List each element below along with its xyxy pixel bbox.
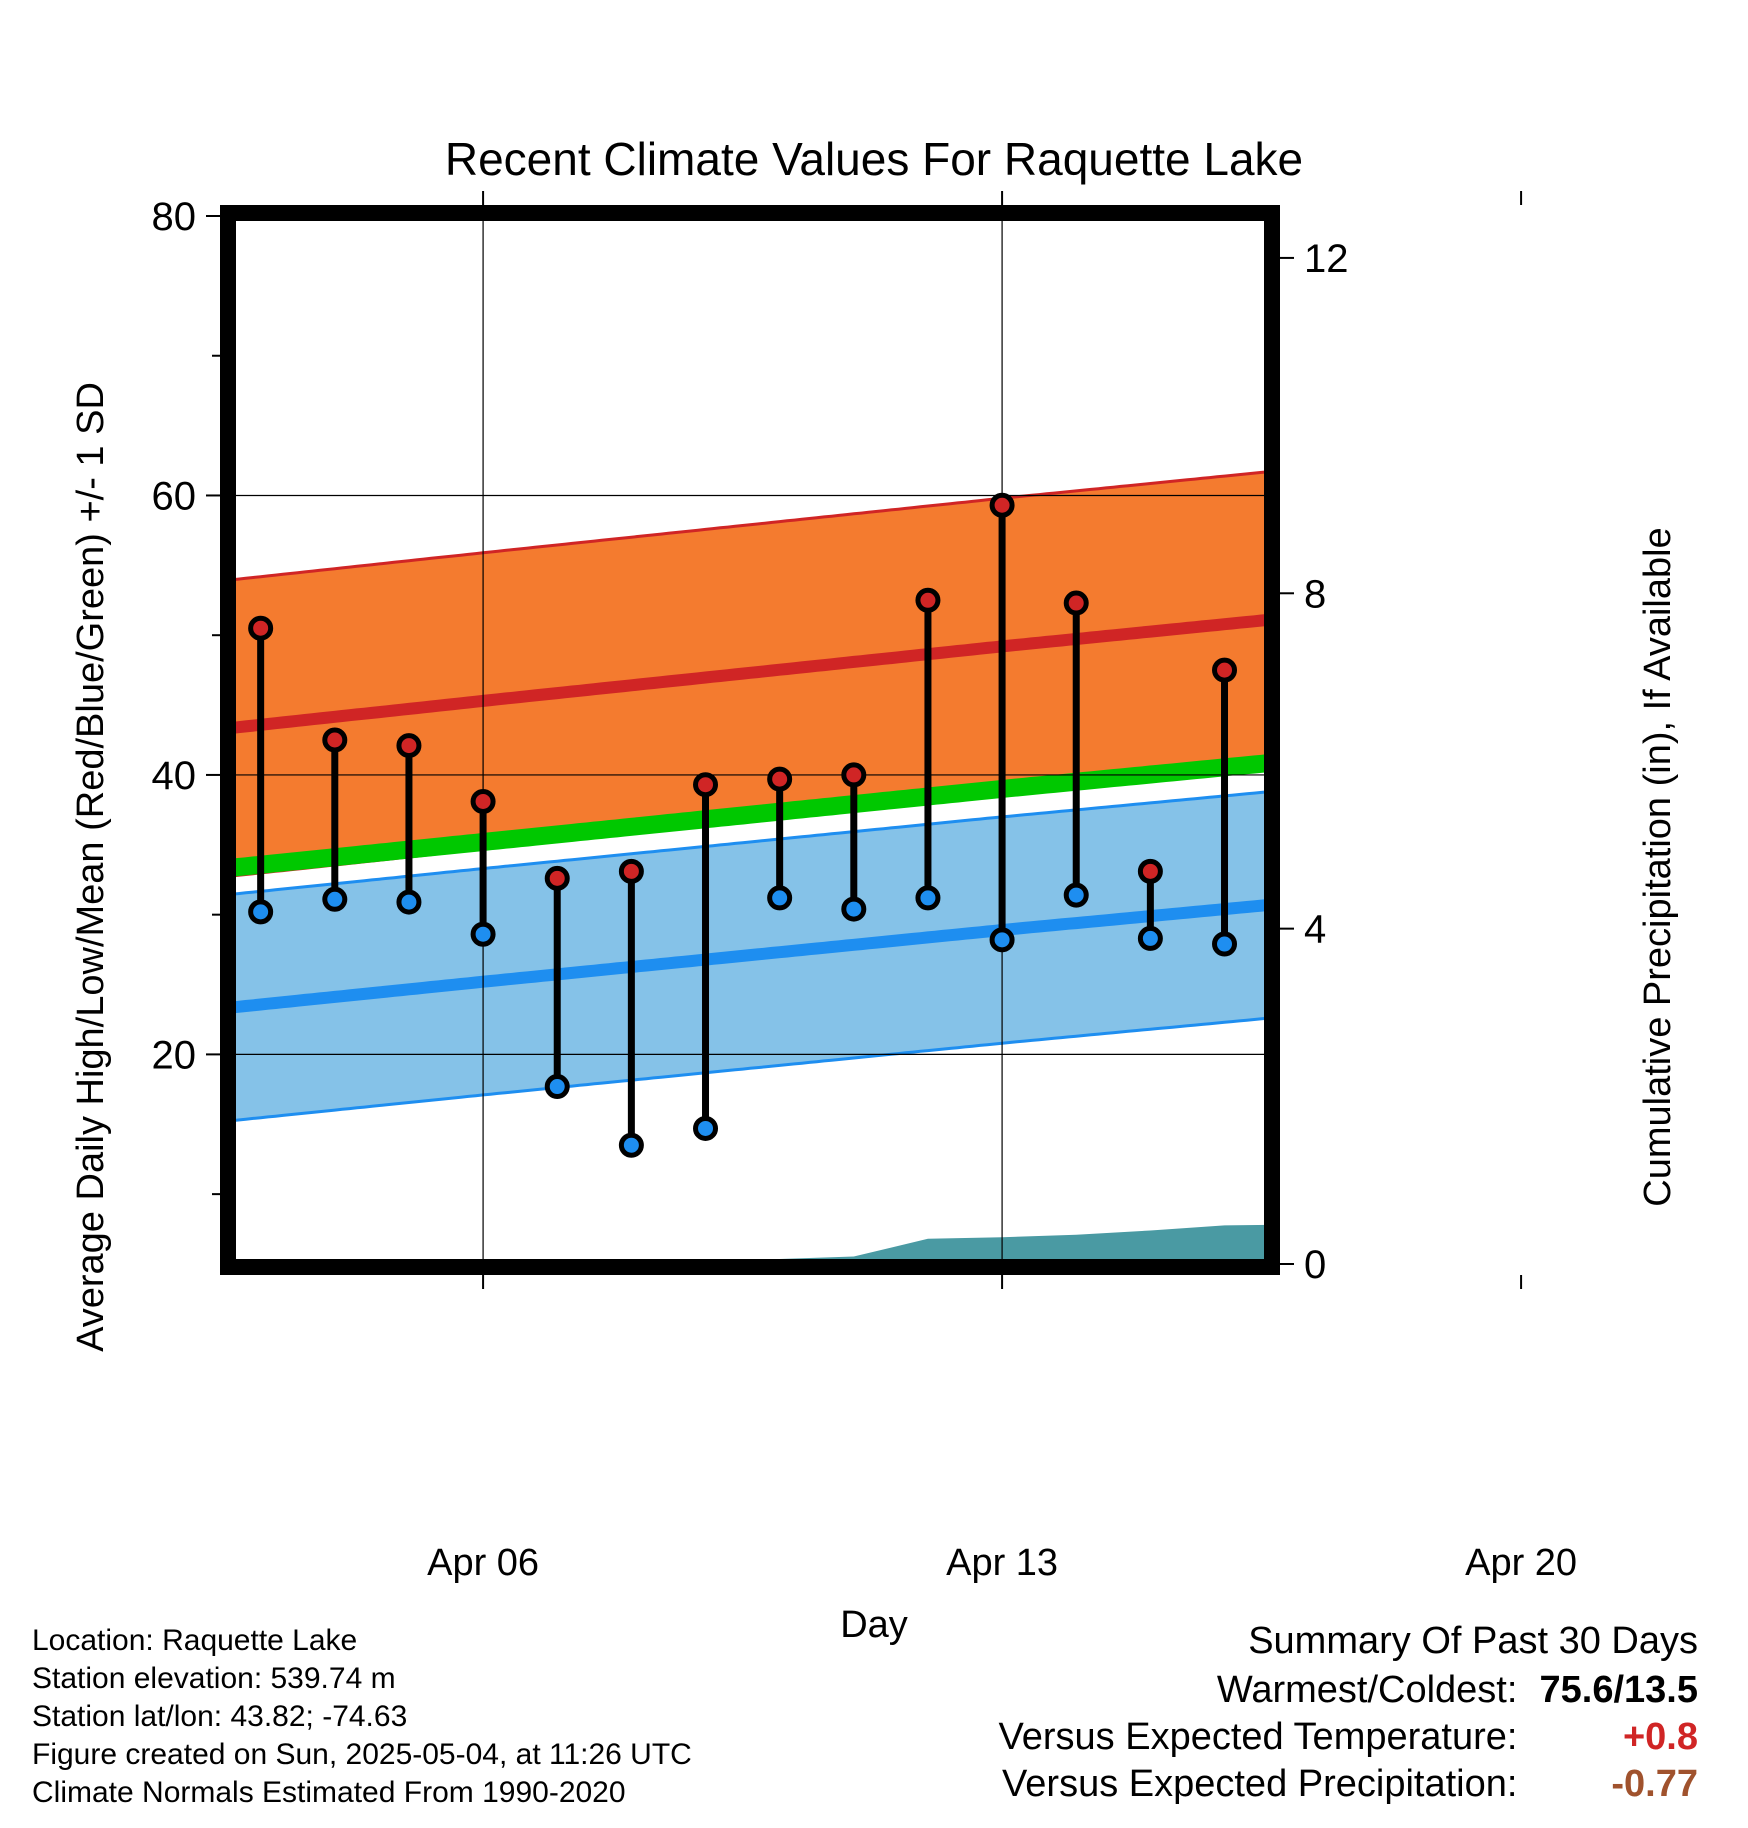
- daily-high-point: [322, 727, 348, 753]
- daily-high-point: [915, 587, 941, 613]
- daily-low-point: [1137, 925, 1163, 951]
- daily-high-point: [396, 733, 422, 759]
- x-tick-label: Apr 06: [427, 1542, 539, 1584]
- y-tick-label: 60: [152, 474, 197, 518]
- daily-low-point: [989, 927, 1015, 953]
- daily-high-point: [470, 788, 496, 814]
- daily-high-point: [544, 865, 570, 891]
- plot-area: [231, 216, 1748, 1264]
- y-tick-label: 20: [152, 1033, 197, 1077]
- daily-high-point: [1437, 636, 1457, 656]
- location-text: Location: Raquette Lake: [32, 1624, 358, 1657]
- daily-low-point: [1511, 947, 1531, 967]
- daily-high-point: [1511, 567, 1531, 587]
- low-normal-line: [231, 898, 1269, 1014]
- daily-high-point: [989, 492, 1015, 518]
- high-sd-band-upper-edge: [231, 470, 1269, 582]
- daily-low-point: [396, 889, 422, 915]
- low-sd-band-lower-edge: [231, 1016, 1269, 1123]
- y-tick-label: 40: [152, 754, 197, 798]
- warmest-coldest-label: Warmest/Coldest:: [1216, 1669, 1518, 1711]
- x-axis-label: Day: [840, 1604, 908, 1646]
- precipitation-area: [231, 1224, 1269, 1264]
- y-axis-label-right: Cumulative Precipitation (in), If Availa…: [1637, 527, 1679, 1206]
- daily-low-point: [1063, 882, 1089, 908]
- normals-text: Climate Normals Estimated From 1990-2020: [32, 1776, 626, 1809]
- daily-high-point: [841, 762, 867, 788]
- daily-low-point: [618, 1132, 644, 1158]
- daily-low-point: [1363, 708, 1383, 728]
- station-info: Location: Raquette Lake Station elevatio…: [32, 1622, 692, 1812]
- low-sd-band-upper-edge: [231, 790, 1269, 896]
- daily-low-point: [322, 886, 348, 912]
- precip-anomaly-value: -0.77: [1611, 1763, 1698, 1805]
- x-tick-label: Apr 20: [1465, 1542, 1577, 1584]
- chart-title: Recent Climate Values For Raquette Lake: [445, 133, 1303, 185]
- y2-tick-label: 0: [1304, 1243, 1326, 1287]
- daily-low-point: [1289, 994, 1309, 1014]
- daily-high-point: [1363, 484, 1383, 504]
- daily-high-point: [1585, 585, 1605, 605]
- summary-panel: Summary Of Past 30 Days Warmest/Coldest:…: [999, 1620, 1698, 1806]
- daily-high-point: [1212, 657, 1238, 683]
- daily-high-point: [767, 766, 793, 792]
- high-normal-line: [231, 613, 1269, 734]
- daily-high-point: [1063, 590, 1089, 616]
- daily-low-point: [470, 921, 496, 947]
- y2-tick-label: 4: [1304, 908, 1326, 952]
- y2-tick-label: 8: [1304, 572, 1326, 616]
- daily-high-point: [693, 772, 719, 798]
- daily-low-point: [1734, 863, 1748, 883]
- mean-normal-line: [231, 754, 1269, 877]
- y2-tick-label: 12: [1304, 237, 1349, 281]
- daily-low-point: [841, 896, 867, 922]
- daily-low-point: [248, 899, 274, 925]
- daily-low-point: [1585, 822, 1605, 842]
- daily-high-point: [618, 858, 644, 884]
- daily-low-point: [767, 885, 793, 911]
- precip-anomaly-label: Versus Expected Precipitation:: [1002, 1763, 1518, 1805]
- daily-low-point: [544, 1074, 570, 1100]
- daily-low-point: [915, 885, 941, 911]
- daily-low-point: [1437, 917, 1457, 937]
- warmest-coldest-value: 75.6/13.5: [1539, 1669, 1698, 1711]
- created-text: Figure created on Sun, 2025-05-04, at 11…: [32, 1738, 692, 1771]
- daily-high-point: [1659, 501, 1679, 521]
- summary-heading: Summary Of Past 30 Days: [1248, 1620, 1698, 1662]
- plot-frame: [220, 205, 1280, 1275]
- x-tick-label: Apr 13: [946, 1542, 1058, 1584]
- y-tick-label: 80: [152, 195, 197, 239]
- temp-anomaly-label: Versus Expected Temperature:: [998, 1716, 1518, 1758]
- temp-anomaly-value: +0.8: [1622, 1716, 1698, 1758]
- elevation-text: Station elevation: 539.74 m: [32, 1662, 396, 1695]
- daily-low-point: [693, 1115, 719, 1141]
- latlon-text: Station lat/lon: 43.82; -74.63: [32, 1700, 408, 1733]
- y-axis-label-left: Average Daily High/Low/Mean (Red/Blue/Gr…: [70, 382, 112, 1352]
- daily-high-point: [1137, 858, 1163, 884]
- daily-low-point: [1212, 931, 1238, 957]
- daily-high-point: [1734, 361, 1748, 381]
- daily-high-point: [1289, 474, 1309, 494]
- daily-high-point: [248, 615, 274, 641]
